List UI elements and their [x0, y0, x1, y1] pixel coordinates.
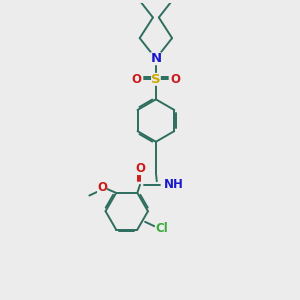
Text: O: O — [170, 73, 180, 86]
Text: O: O — [132, 73, 142, 86]
Text: N: N — [150, 52, 161, 65]
Text: S: S — [151, 73, 161, 86]
Text: O: O — [97, 181, 107, 194]
Text: O: O — [135, 162, 145, 175]
Text: Cl: Cl — [155, 222, 168, 235]
Text: NH: NH — [164, 178, 184, 191]
